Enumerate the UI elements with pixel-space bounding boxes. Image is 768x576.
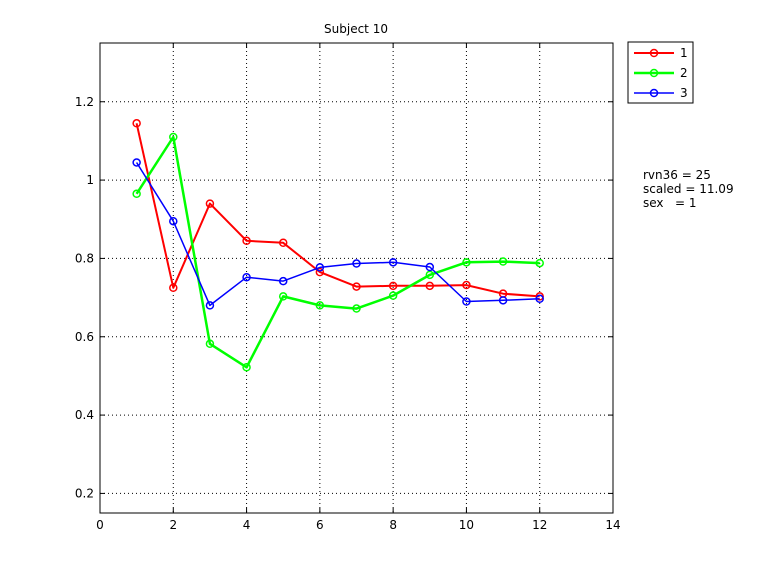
x-tick-label: 10 — [459, 518, 474, 532]
legend-label: 3 — [680, 86, 688, 100]
x-tick-label: 8 — [389, 518, 397, 532]
y-tick-label: 0.4 — [75, 408, 94, 422]
y-tick-label: 1 — [86, 173, 94, 187]
data-point — [242, 363, 251, 372]
series-line — [135, 123, 540, 298]
data-point — [498, 296, 508, 305]
data-point — [535, 294, 544, 304]
series-3 — [132, 158, 544, 310]
data-point — [498, 257, 508, 266]
data-point — [425, 262, 435, 272]
data-point — [278, 292, 288, 301]
legend-marker — [649, 68, 659, 78]
legend: 1 2 3 — [627, 41, 694, 104]
y-tick-label: 1.2 — [75, 95, 94, 109]
data-point — [352, 304, 361, 313]
data-point — [278, 276, 288, 286]
y-tick-label: 0.2 — [75, 486, 94, 500]
data-point — [315, 263, 325, 272]
data-point — [388, 291, 398, 300]
data-point — [425, 281, 435, 291]
legend-label: 2 — [680, 66, 688, 80]
data-point — [278, 238, 288, 247]
data-point — [388, 258, 398, 267]
data-point — [535, 258, 544, 268]
series-2 — [132, 132, 544, 372]
legend-label: 1 — [680, 46, 688, 60]
data-point — [242, 272, 251, 282]
annotation-rvn36: rvn36 = 25 — [643, 168, 711, 182]
series-1 — [132, 119, 544, 301]
data-point — [132, 158, 141, 167]
annotation-scaled: scaled = 11.09 — [643, 182, 734, 196]
x-tick-label: 0 — [96, 518, 104, 532]
data-point — [169, 216, 178, 226]
data-point — [242, 236, 251, 246]
data-point — [205, 339, 215, 349]
x-tick-label: 12 — [532, 518, 547, 532]
data-point — [388, 281, 398, 291]
data-point — [205, 301, 215, 310]
data-point — [132, 119, 141, 128]
data-point — [315, 301, 325, 310]
x-tick-label: 14 — [605, 518, 620, 532]
axis-ticks: 0 2 4 6 8 10 12 14 0.2 0.4 0.6 0.8 1 1.2 — [75, 43, 621, 532]
plot-area-frame — [99, 42, 614, 514]
data-point — [352, 282, 361, 291]
y-tick-label: 0.8 — [75, 251, 94, 265]
data-point — [169, 283, 178, 293]
chart-title: Subject 10 — [324, 22, 388, 36]
x-tick-label: 4 — [243, 518, 251, 532]
annotation-sex: sex = 1 — [643, 196, 697, 210]
data-point — [462, 258, 471, 267]
series-line — [135, 162, 540, 307]
data-point — [205, 199, 215, 208]
data-point — [425, 270, 435, 280]
data-point — [132, 189, 141, 199]
series-group — [132, 119, 544, 372]
data-point — [462, 297, 471, 306]
x-tick-label: 2 — [169, 518, 177, 532]
legend-marker — [649, 88, 659, 98]
legend-marker — [649, 48, 659, 58]
grid-lines — [100, 43, 613, 513]
data-point — [462, 280, 471, 290]
data-point — [169, 132, 178, 142]
y-tick-label: 0.6 — [75, 330, 94, 344]
data-point — [352, 259, 361, 268]
data-point — [315, 267, 325, 277]
x-tick-label: 6 — [316, 518, 324, 532]
series-line — [135, 135, 540, 369]
